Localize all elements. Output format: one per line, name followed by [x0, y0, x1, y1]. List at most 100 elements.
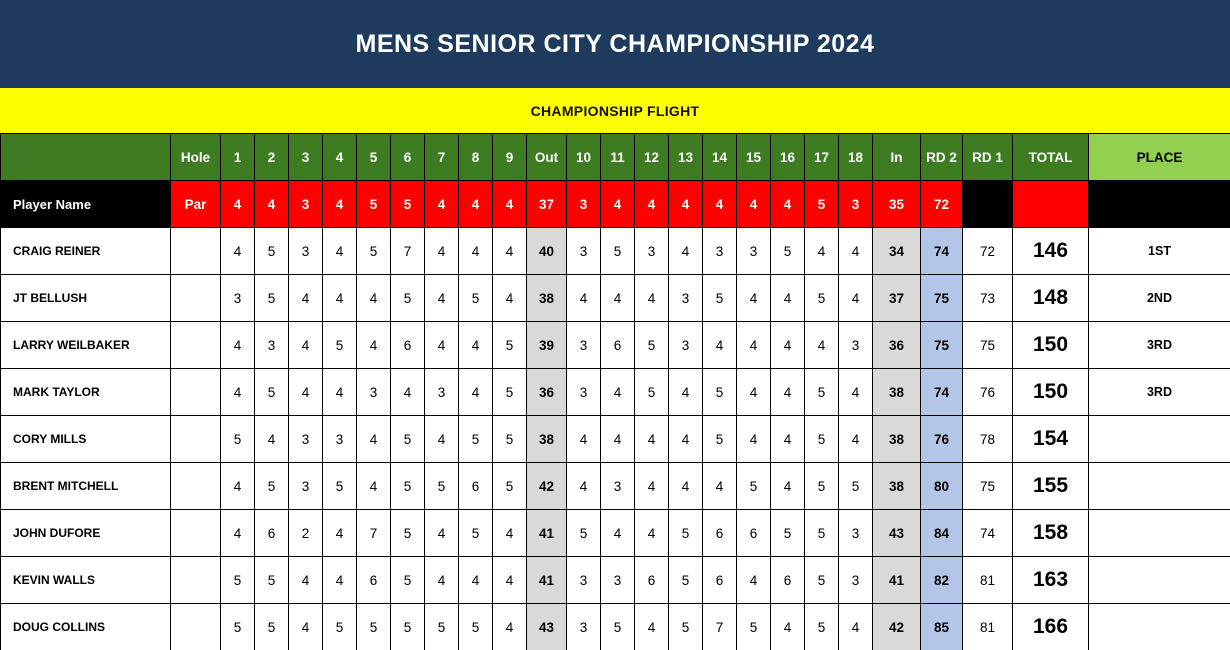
place-value: 2ND	[1088, 274, 1230, 322]
in-score: 38	[872, 368, 921, 416]
place-value	[1088, 556, 1230, 604]
hole-score: 4	[424, 321, 459, 369]
player-row: BRENT MITCHELL 4 5 3 5 4 5 5 6 5 42 4 3 4 4 4 5 4 5 5 38 80 75…	[0, 462, 1230, 510]
header-hole-7: 7	[424, 133, 459, 181]
rd2-score: 80	[920, 462, 963, 510]
header-total-label: TOTAL	[1012, 133, 1089, 181]
header-hole-6: 6	[390, 133, 425, 181]
header-hole-8: 8	[458, 133, 493, 181]
hole-score: 4	[288, 603, 323, 650]
header-hole-15: 15	[736, 133, 771, 181]
hole-score: 4	[356, 462, 391, 510]
in-score: 41	[872, 556, 921, 604]
hole-score: 5	[220, 556, 255, 604]
hole-score: 3	[566, 556, 601, 604]
par-hole-10: 3	[566, 180, 601, 228]
total-score: 148	[1012, 274, 1089, 322]
player-row: CORY MILLS 5 4 3 3 4 5 4 5 5 38 4 4 4 4 5 4 4 5 4 38 76 78 154	[0, 415, 1230, 463]
player-row: LARRY WEILBAKER 4 3 4 5 4 6 4 4 5 39 3 6 5 3 4 4 4 4 3 36 75 7…	[0, 321, 1230, 369]
hole-score: 5	[390, 509, 425, 557]
out-score: 41	[526, 556, 567, 604]
hole-score: 3	[838, 321, 873, 369]
hole-score: 4	[322, 274, 357, 322]
hole-score: 4	[458, 321, 493, 369]
out-score: 39	[526, 321, 567, 369]
total-score: 158	[1012, 509, 1089, 557]
hole-score: 4	[668, 415, 703, 463]
flight-title: CHAMPIONSHIP FLIGHT	[530, 102, 700, 119]
player-name: CORY MILLS	[0, 415, 171, 463]
par-out-value: 37	[526, 180, 567, 228]
hole-score: 6	[390, 321, 425, 369]
hole-score: 4	[424, 227, 459, 275]
par-in-value: 35	[872, 180, 921, 228]
hole-score: 4	[634, 509, 669, 557]
hole-score: 5	[458, 603, 493, 650]
out-score: 42	[526, 462, 567, 510]
hole-score: 4	[838, 274, 873, 322]
hole-score: 3	[634, 227, 669, 275]
hole-score: 4	[770, 462, 805, 510]
total-score: 146	[1012, 227, 1089, 275]
in-score: 38	[872, 462, 921, 510]
place-value: 3RD	[1088, 321, 1230, 369]
player-par-cell	[170, 321, 221, 369]
title-bar: MENS SENIOR CITY CHAMPIONSHIP 2024	[0, 0, 1230, 88]
header-place-label: PLACE	[1088, 133, 1230, 181]
hole-score: 4	[736, 274, 771, 322]
hole-score: 4	[770, 321, 805, 369]
hole-score: 5	[220, 603, 255, 650]
header-hole-5: 5	[356, 133, 391, 181]
hole-score: 5	[804, 415, 839, 463]
hole-score: 7	[702, 603, 737, 650]
hole-score: 5	[804, 462, 839, 510]
par-hole-18: 3	[838, 180, 873, 228]
hole-score: 4	[838, 603, 873, 650]
hole-score: 6	[634, 556, 669, 604]
hole-score: 3	[668, 321, 703, 369]
hole-score: 5	[804, 509, 839, 557]
header-hole-14: 14	[702, 133, 737, 181]
hole-score: 5	[492, 368, 527, 416]
par-hole-3: 3	[288, 180, 323, 228]
hole-score: 4	[838, 368, 873, 416]
player-name: KEVIN WALLS	[0, 556, 171, 604]
hole-score: 5	[390, 415, 425, 463]
total-score: 166	[1012, 603, 1089, 650]
par-hole-8: 4	[458, 180, 493, 228]
hole-score: 5	[254, 274, 289, 322]
rd1-score: 73	[962, 274, 1013, 322]
hole-score: 5	[390, 556, 425, 604]
hole-score: 4	[220, 462, 255, 510]
hole-score: 6	[702, 556, 737, 604]
rd1-score: 78	[962, 415, 1013, 463]
hole-score: 6	[600, 321, 635, 369]
player-name: JT BELLUSH	[0, 274, 171, 322]
hole-score: 3	[288, 415, 323, 463]
hole-score: 4	[356, 274, 391, 322]
hole-score: 7	[356, 509, 391, 557]
header-hole-4: 4	[322, 133, 357, 181]
player-name: JOHN DUFORE	[0, 509, 171, 557]
hole-score: 4	[492, 274, 527, 322]
rd1-score: 76	[962, 368, 1013, 416]
header-hole-3: 3	[288, 133, 323, 181]
rd2-score: 85	[920, 603, 963, 650]
hole-score: 5	[390, 462, 425, 510]
hole-score: 5	[770, 227, 805, 275]
in-score: 34	[872, 227, 921, 275]
hole-score: 3	[668, 274, 703, 322]
place-value	[1088, 462, 1230, 510]
hole-score: 4	[458, 227, 493, 275]
hole-score: 3	[288, 462, 323, 510]
header-hole-10: 10	[566, 133, 601, 181]
hole-score: 4	[220, 227, 255, 275]
hole-score: 4	[424, 509, 459, 557]
hole-score: 5	[634, 368, 669, 416]
header-hole-1: 1	[220, 133, 255, 181]
player-row: DOUG COLLINS 5 5 4 5 5 5 5 5 4 43 3 5 4 5 7 5 4 5 4 42 85 81 16…	[0, 603, 1230, 650]
hole-score: 5	[254, 368, 289, 416]
hole-score: 6	[770, 556, 805, 604]
hole-score: 5	[804, 274, 839, 322]
hole-score: 4	[668, 227, 703, 275]
